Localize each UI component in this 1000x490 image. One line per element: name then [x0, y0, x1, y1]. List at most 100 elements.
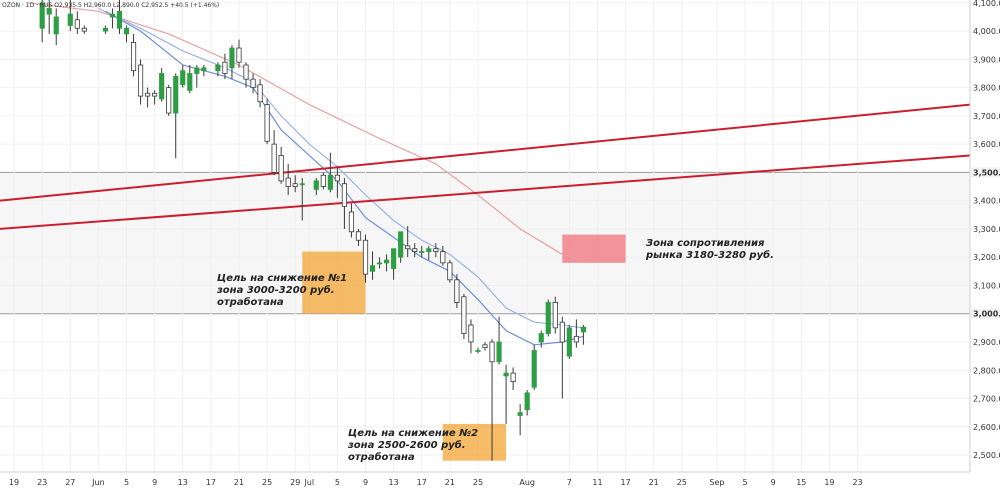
candle	[517, 404, 523, 436]
candle-body-down	[433, 248, 439, 252]
candle	[398, 231, 404, 263]
candle-body-up	[39, 2, 45, 29]
candle	[102, 25, 109, 34]
candle-body-down	[320, 174, 326, 187]
candle	[74, 11, 80, 34]
y-tick-label: 4,000.0	[973, 27, 1000, 36]
y-tick-label: 2,500.0	[973, 451, 1000, 460]
candle-body-up	[53, 16, 59, 35]
candle-body-up	[524, 392, 530, 411]
candle-body-up	[531, 350, 537, 388]
candle	[271, 130, 277, 176]
candle	[187, 65, 193, 94]
trend-lines[interactable]	[0, 103, 971, 230]
candle-body-down	[130, 41, 137, 72]
candle-body-down	[559, 321, 565, 343]
candle-body-up	[369, 265, 376, 272]
symbol-header: OZON · 1D · RUS O2,935.5 H2,960.0 L2,890…	[2, 2, 219, 9]
x-tick-label: 9	[363, 478, 368, 487]
candle	[580, 325, 586, 345]
x-tick-label: 19	[824, 478, 834, 487]
candle	[334, 166, 340, 198]
candle-body-up	[46, 8, 52, 15]
candle	[524, 390, 530, 416]
x-tick-label: 21	[649, 478, 659, 487]
candle	[531, 344, 537, 391]
candle	[489, 339, 495, 461]
note-target1-line2: зона 3000-3200 руб.	[216, 284, 335, 296]
candle-body-down	[454, 279, 460, 303]
candle-body-down	[405, 245, 411, 250]
note-target2-line1: Цель на снижение №2	[348, 428, 478, 439]
candle-body-down	[552, 302, 558, 329]
candle-body-down	[145, 92, 151, 97]
candle-body-down	[468, 324, 474, 343]
y-tick-label: 2,800.0	[973, 366, 1000, 375]
candle-body-up	[426, 248, 432, 252]
candle	[559, 316, 565, 399]
candles	[39, 0, 586, 461]
y-tick-label: 3,300.0	[973, 225, 1000, 234]
candle-body-up	[187, 73, 193, 91]
candle-body-up	[159, 73, 165, 100]
candle	[159, 67, 165, 102]
candle-body-down	[243, 64, 249, 80]
candle	[384, 254, 390, 272]
candle-body-down	[440, 251, 446, 264]
candle-body-down	[482, 344, 488, 349]
candle-body-down	[236, 47, 242, 63]
candle-body-up	[313, 180, 319, 190]
note-target1-line1: Цель на снижение №1	[217, 273, 347, 284]
axes	[0, 0, 971, 473]
candle	[39, 0, 45, 43]
candle	[510, 367, 516, 391]
candle-body-up	[327, 174, 333, 190]
candle-body-up	[109, 13, 116, 18]
y-tick-highlight	[971, 308, 1000, 319]
x-tick-label: 7	[567, 478, 572, 487]
candle	[264, 98, 270, 145]
candle-body-down	[334, 174, 340, 182]
candle	[278, 146, 284, 184]
candle	[201, 65, 207, 77]
y-tick-label: 4,100.0	[973, 0, 1000, 8]
candle	[285, 163, 291, 196]
candle-body-up	[475, 350, 481, 352]
candle	[130, 33, 137, 77]
trend-line-1[interactable]	[0, 103, 971, 202]
candle	[545, 299, 551, 337]
zone-resistance	[562, 234, 626, 263]
candle-body-up	[229, 47, 235, 69]
candle	[180, 65, 186, 88]
trend-line-2[interactable]	[0, 154, 971, 230]
candle	[173, 73, 179, 159]
candle	[299, 178, 305, 221]
candle-body-down	[573, 335, 579, 343]
y-tick-label: 3,600.0	[973, 140, 1000, 149]
candle-body-up	[517, 412, 523, 416]
candle	[194, 65, 200, 88]
candle-body-up	[545, 302, 551, 334]
candle	[222, 53, 228, 80]
candle-body-up	[503, 372, 509, 377]
candle	[440, 245, 446, 266]
candle	[475, 347, 481, 354]
candle	[229, 45, 235, 80]
y-tick-label: 3,100.0	[973, 281, 1000, 290]
candle	[447, 260, 453, 283]
candle	[426, 245, 432, 261]
candle-body-down	[362, 239, 369, 275]
y-tick-label: 3,500.0	[973, 168, 1000, 177]
x-tick-label: 23	[852, 478, 862, 487]
candle-body-down	[348, 211, 355, 233]
candle-body-up	[398, 231, 404, 258]
candle	[67, 0, 73, 32]
x-tick-label: Jul	[303, 478, 314, 487]
x-tick-label: 9	[152, 478, 157, 487]
x-tick-label: 19	[9, 478, 19, 487]
candle	[145, 87, 151, 108]
candle-body-down	[285, 177, 291, 187]
candle	[376, 257, 383, 269]
annotations: Цель на снижение №1 зона 3000-3200 руб. …	[216, 238, 774, 463]
